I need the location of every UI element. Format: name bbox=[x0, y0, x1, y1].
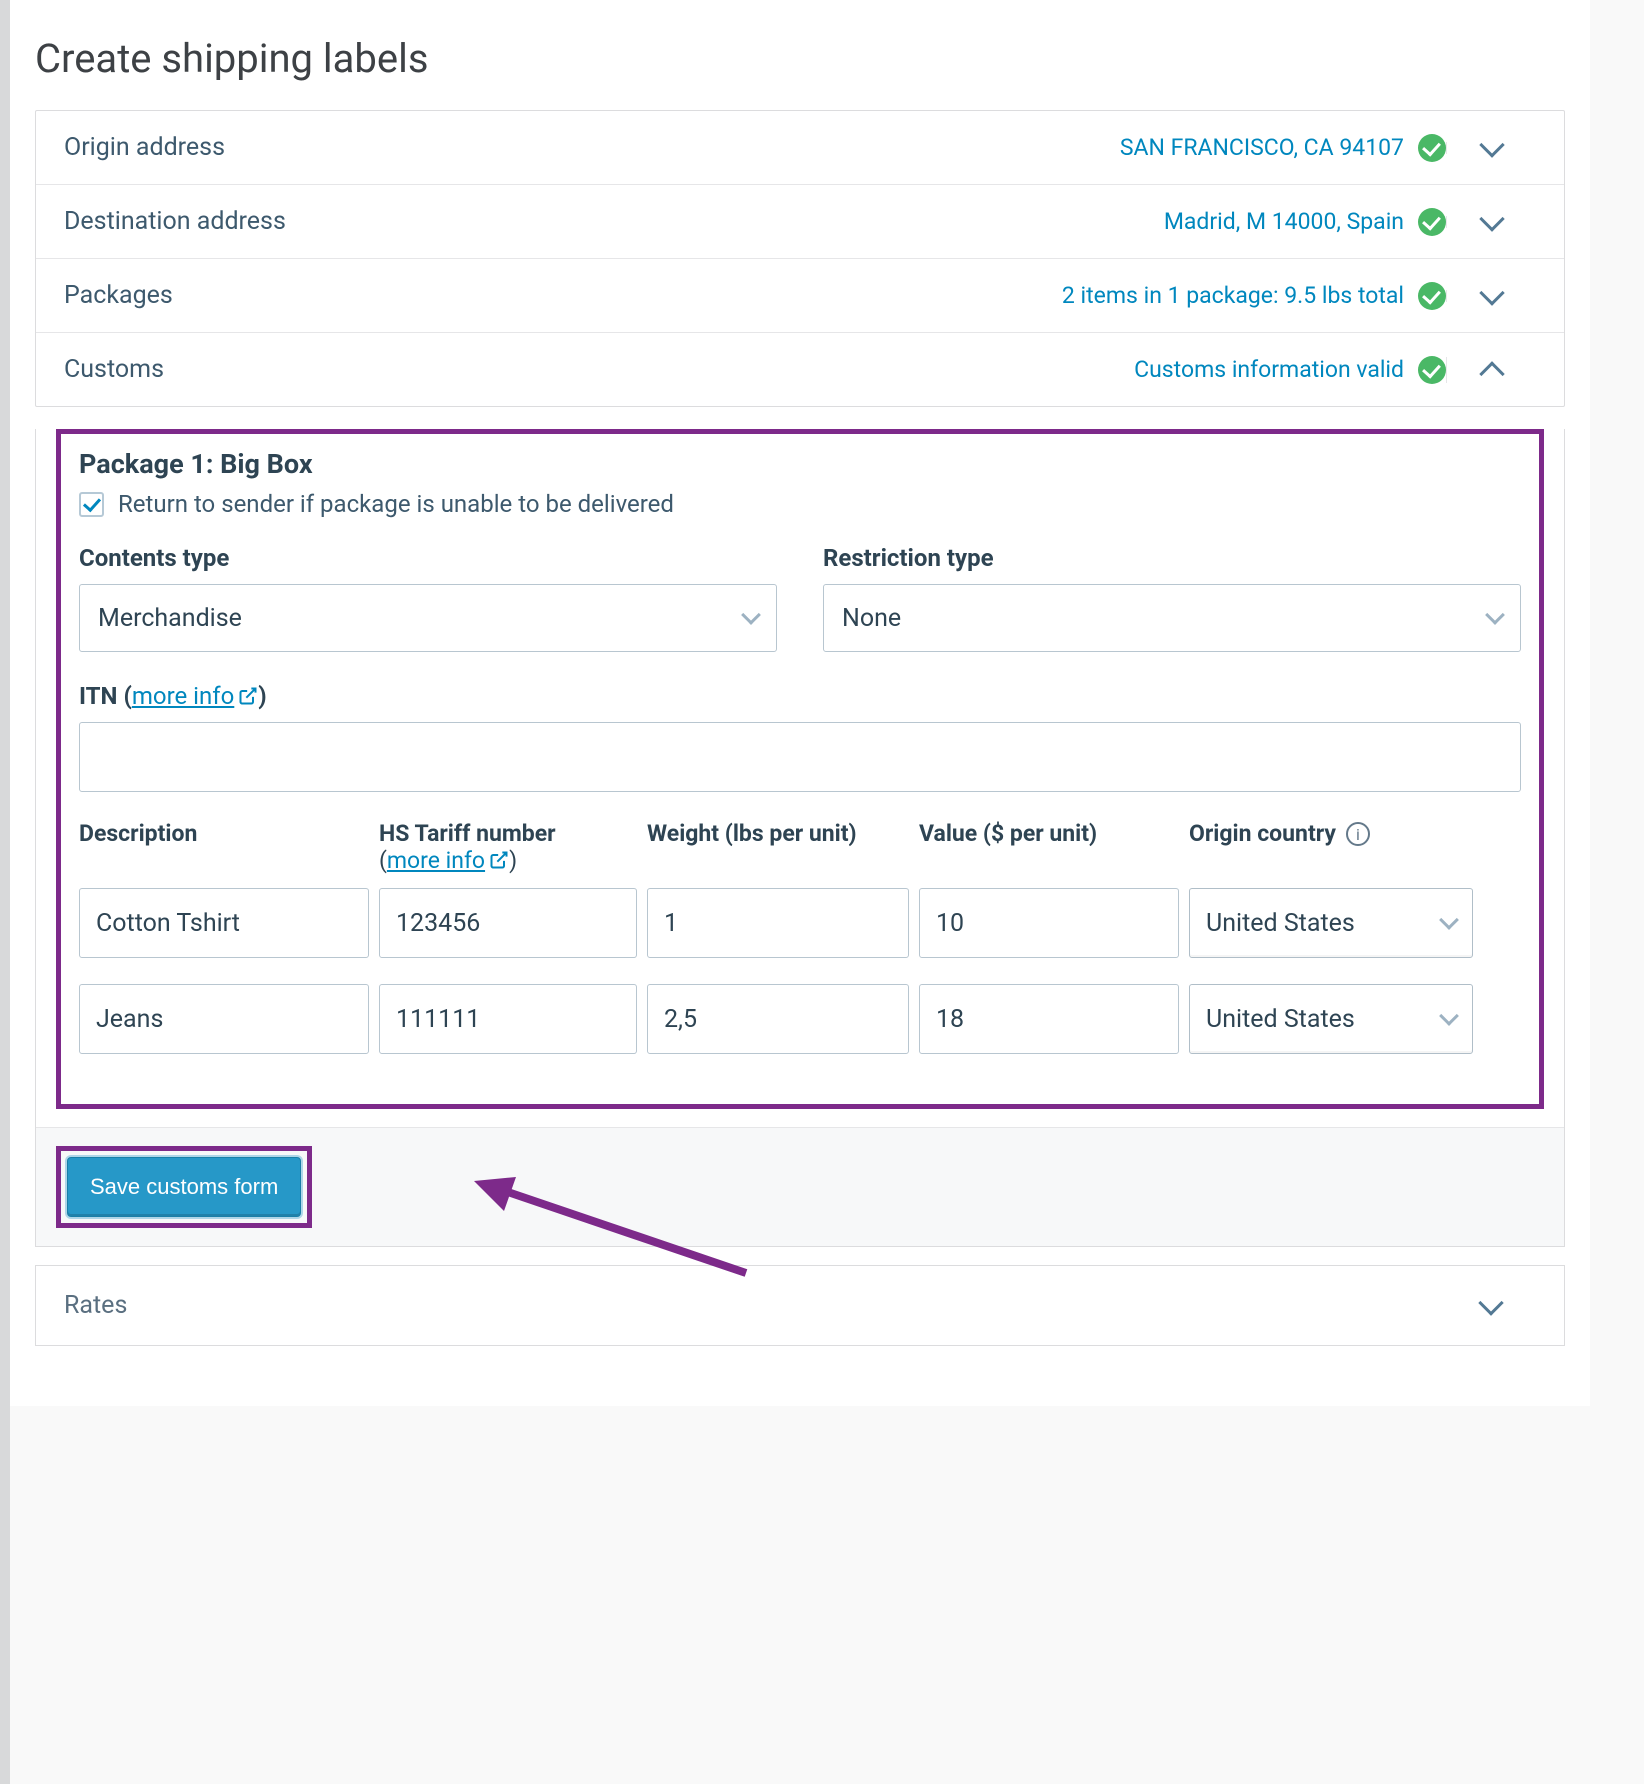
shipping-accordion: Origin address SAN FRANCISCO, CA 94107 D… bbox=[35, 110, 1565, 407]
section-packages-status: 2 items in 1 package: 9.5 lbs total bbox=[1062, 282, 1446, 310]
page: Create shipping labels Origin address SA… bbox=[10, 0, 1590, 1406]
section-rates[interactable]: Rates bbox=[35, 1265, 1565, 1346]
itn-more-info-link[interactable]: more info bbox=[132, 682, 258, 710]
chevron-down-icon bbox=[1479, 132, 1504, 157]
section-destination-label: Destination address bbox=[64, 207, 1164, 236]
left-gutter bbox=[0, 0, 10, 1784]
section-origin-status: SAN FRANCISCO, CA 94107 bbox=[1120, 134, 1446, 162]
expand-toggle[interactable] bbox=[1446, 1300, 1536, 1312]
item-description-input[interactable]: Cotton Tshirt bbox=[79, 888, 369, 958]
info-icon[interactable]: i bbox=[1346, 822, 1370, 846]
save-zone: Save customs form bbox=[36, 1127, 1564, 1246]
col-hs: HS Tariff number (more info) bbox=[379, 820, 637, 874]
item-hs-input[interactable]: 123456 bbox=[379, 888, 637, 958]
package-title: Package 1: Big Box bbox=[79, 448, 1521, 480]
save-customs-button[interactable]: Save customs form bbox=[67, 1157, 301, 1217]
expand-toggle[interactable] bbox=[1446, 290, 1536, 302]
section-destination-status: Madrid, M 14000, Spain bbox=[1164, 208, 1446, 236]
item-value-input[interactable]: 18 bbox=[919, 984, 1179, 1054]
section-rates-label: Rates bbox=[64, 1291, 1446, 1320]
col-origin: Origin country i bbox=[1189, 820, 1473, 847]
contents-type-select[interactable]: Merchandise bbox=[79, 584, 777, 652]
section-destination[interactable]: Destination address Madrid, M 14000, Spa… bbox=[36, 185, 1564, 259]
section-origin[interactable]: Origin address SAN FRANCISCO, CA 94107 bbox=[36, 111, 1564, 185]
chevron-up-icon bbox=[1479, 361, 1504, 386]
item-value-input[interactable]: 10 bbox=[919, 888, 1179, 958]
expand-toggle[interactable] bbox=[1446, 357, 1536, 383]
item-hs-input[interactable]: 111111 bbox=[379, 984, 637, 1054]
item-origin-select[interactable]: United States bbox=[1189, 984, 1473, 1054]
save-highlight: Save customs form bbox=[56, 1146, 312, 1228]
item-row: Jeans1111112,518United States bbox=[79, 984, 1521, 1054]
items-header: Description HS Tariff number (more info)… bbox=[79, 820, 1521, 874]
chevron-down-icon bbox=[741, 605, 761, 625]
page-title: Create shipping labels bbox=[35, 35, 1565, 82]
check-icon bbox=[1418, 208, 1446, 236]
itn-input[interactable] bbox=[79, 722, 1521, 792]
external-link-icon bbox=[489, 850, 509, 870]
item-row: Cotton Tshirt123456110United States bbox=[79, 888, 1521, 958]
return-checkbox-label: Return to sender if package is unable to… bbox=[118, 490, 674, 518]
return-to-sender-row[interactable]: Return to sender if package is unable to… bbox=[79, 490, 1521, 518]
itn-label: ITN (more info) bbox=[79, 682, 1521, 710]
section-customs-label: Customs bbox=[64, 355, 1134, 384]
restriction-type-select[interactable]: None bbox=[823, 584, 1521, 652]
col-weight: Weight (lbs per unit) bbox=[647, 820, 909, 847]
chevron-down-icon bbox=[1479, 280, 1504, 305]
customs-form-highlight: Package 1: Big Box Return to sender if p… bbox=[56, 429, 1544, 1109]
contents-type-label: Contents type bbox=[79, 544, 777, 572]
restriction-type-field: Restriction type None bbox=[823, 544, 1521, 652]
item-description-input[interactable]: Jeans bbox=[79, 984, 369, 1054]
external-link-icon bbox=[238, 686, 258, 706]
customs-panel: Package 1: Big Box Return to sender if p… bbox=[35, 429, 1565, 1247]
section-origin-label: Origin address bbox=[64, 133, 1120, 162]
section-packages-label: Packages bbox=[64, 281, 1062, 310]
section-customs[interactable]: Customs Customs information valid bbox=[36, 333, 1564, 406]
item-origin-select[interactable]: United States bbox=[1189, 888, 1473, 958]
contents-type-field: Contents type Merchandise bbox=[79, 544, 777, 652]
annotation-arrow bbox=[466, 1173, 756, 1283]
item-weight-input[interactable]: 2,5 bbox=[647, 984, 909, 1054]
return-checkbox[interactable] bbox=[79, 492, 104, 517]
check-icon bbox=[1418, 134, 1446, 162]
expand-toggle[interactable] bbox=[1446, 142, 1536, 154]
check-icon bbox=[1418, 356, 1446, 384]
itn-field: ITN (more info) bbox=[79, 682, 1521, 792]
chevron-down-icon bbox=[1439, 1006, 1459, 1026]
restriction-type-label: Restriction type bbox=[823, 544, 1521, 572]
check-icon bbox=[1418, 282, 1446, 310]
col-description: Description bbox=[79, 820, 369, 847]
chevron-down-icon bbox=[1478, 1290, 1503, 1315]
expand-toggle[interactable] bbox=[1446, 216, 1536, 228]
chevron-down-icon bbox=[1439, 910, 1459, 930]
hs-more-info-link[interactable]: more info bbox=[387, 847, 509, 874]
section-customs-status: Customs information valid bbox=[1134, 356, 1446, 384]
col-value: Value ($ per unit) bbox=[919, 820, 1179, 847]
chevron-down-icon bbox=[1479, 206, 1504, 231]
section-packages[interactable]: Packages 2 items in 1 package: 9.5 lbs t… bbox=[36, 259, 1564, 333]
chevron-down-icon bbox=[1485, 605, 1505, 625]
item-weight-input[interactable]: 1 bbox=[647, 888, 909, 958]
